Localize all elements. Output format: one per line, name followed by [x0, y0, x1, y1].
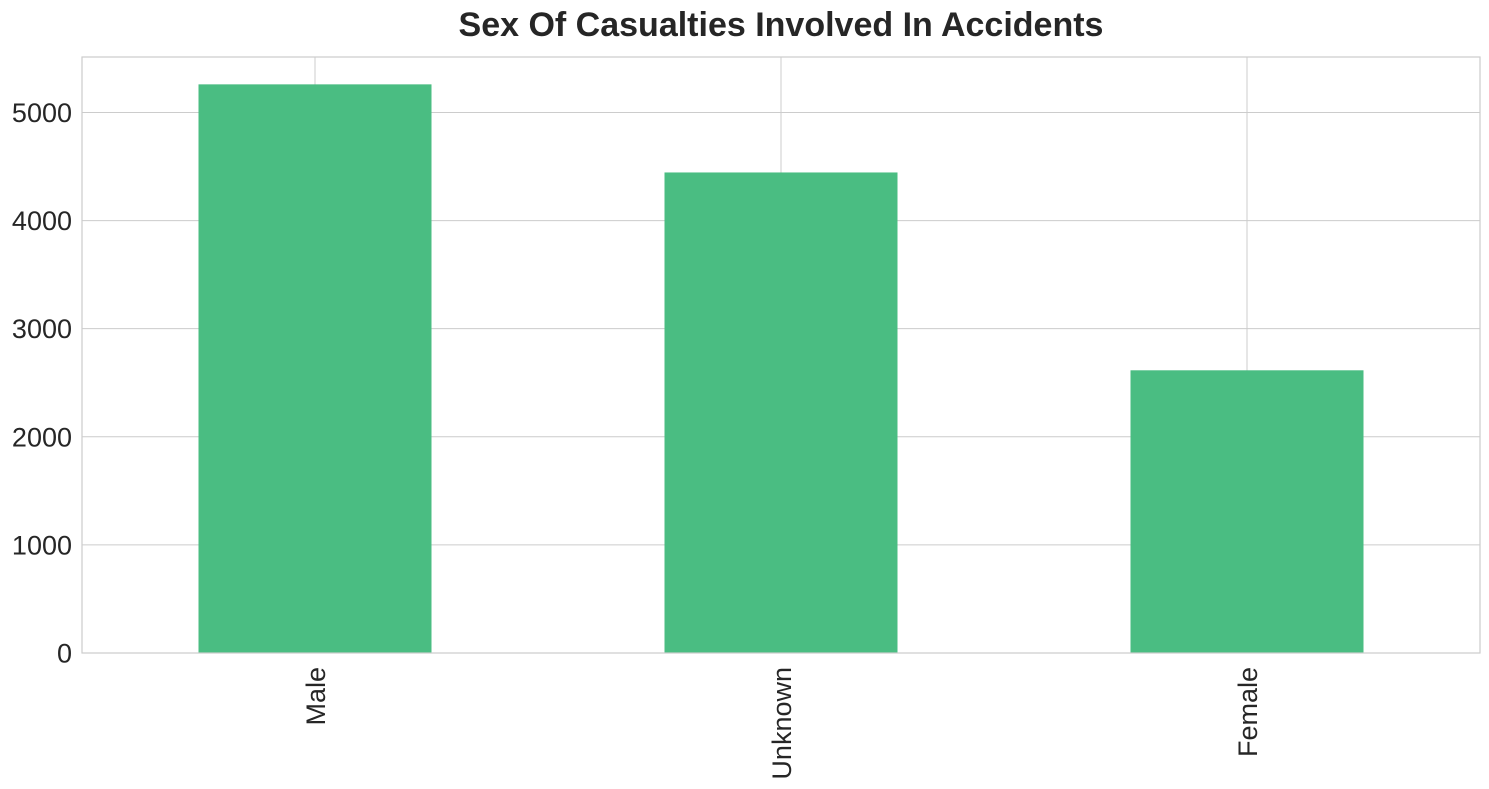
- plot-frame: [81, 56, 1481, 654]
- x-axis-ticks: Male Unknown Female: [301, 667, 1263, 780]
- y-tick-label: 0: [57, 639, 72, 669]
- y-tick-label: 5000: [12, 98, 72, 128]
- y-axis-ticks: 0 1000 2000 3000 4000 5000: [12, 98, 72, 669]
- x-tick-label: Male: [301, 667, 331, 726]
- y-tick-label: 2000: [12, 422, 72, 452]
- y-tick-label: 1000: [12, 530, 72, 560]
- x-tick-label: Female: [1233, 667, 1263, 757]
- bars: [198, 84, 1364, 654]
- bar-male: [198, 84, 432, 654]
- y-tick-label: 4000: [12, 206, 72, 236]
- bar-female: [1130, 370, 1364, 653]
- chart-title: Sex Of Casualties Involved In Accidents: [459, 6, 1104, 44]
- bar-unknown: [664, 172, 898, 653]
- x-tick-label: Unknown: [767, 667, 797, 780]
- y-tick-label: 3000: [12, 314, 72, 344]
